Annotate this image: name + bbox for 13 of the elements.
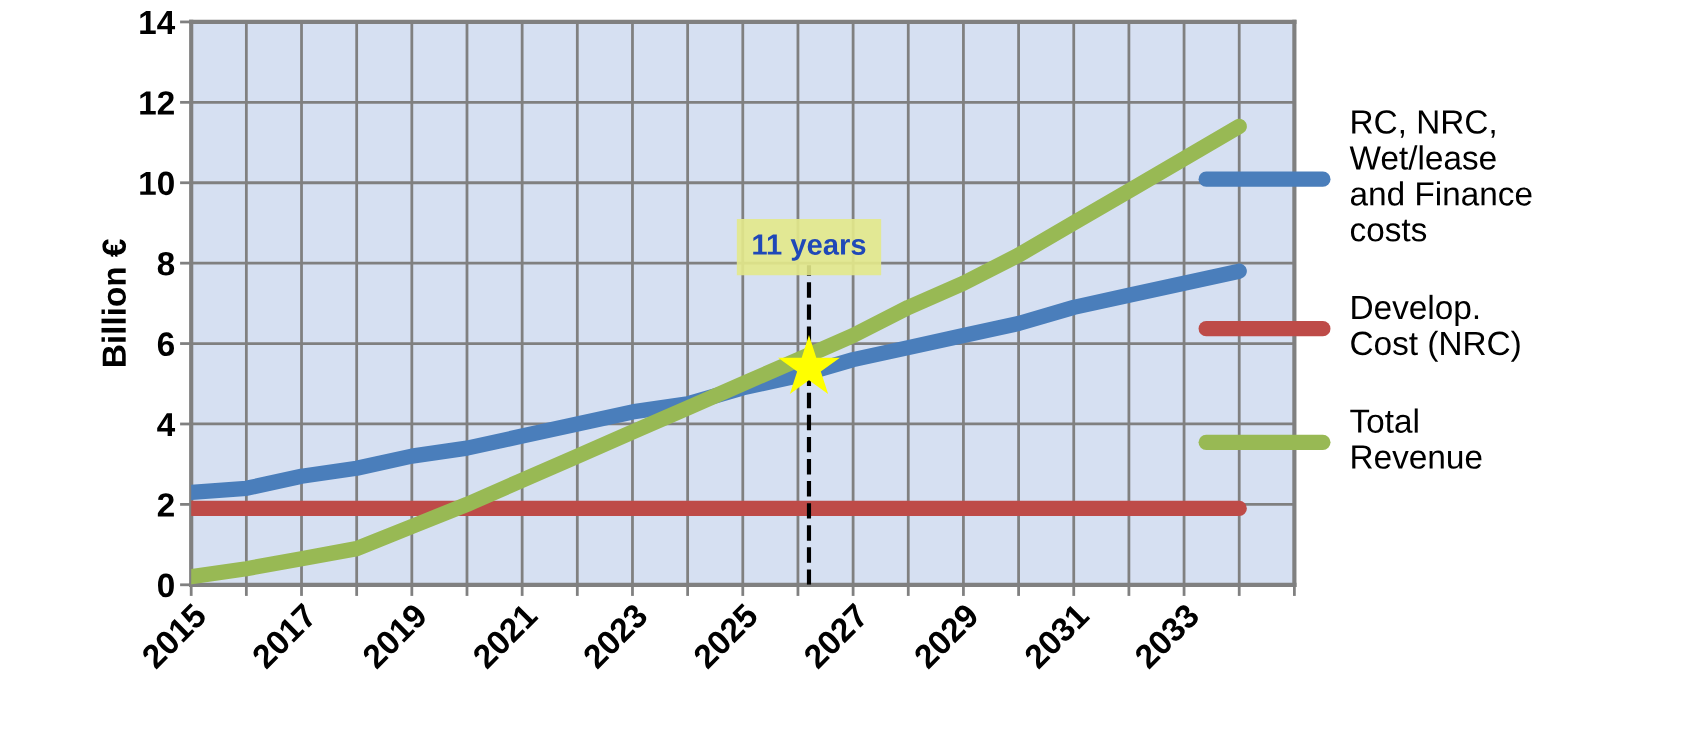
legend-label: Total Revenue: [1350, 408, 1482, 469]
legend-label: RC, NRC, Wet/lease and Finance costs: [1349, 110, 1532, 242]
y-tick-label: 14: [140, 11, 176, 35]
legend-label: Develop. Cost (NRC): [1351, 294, 1520, 362]
y-tick-label: 12: [140, 91, 174, 115]
y-tick-label: 4: [157, 413, 176, 437]
y-tick-label: 10: [140, 171, 174, 196]
y-tick-label: 8: [157, 251, 175, 276]
ref-line-label: 11 years: [753, 234, 866, 261]
y-tick-label: 0: [158, 573, 174, 598]
y-tick-label: 6: [157, 332, 175, 356]
y-tick-label: 2: [157, 493, 174, 517]
y-axis-title: Billion €: [101, 239, 127, 366]
